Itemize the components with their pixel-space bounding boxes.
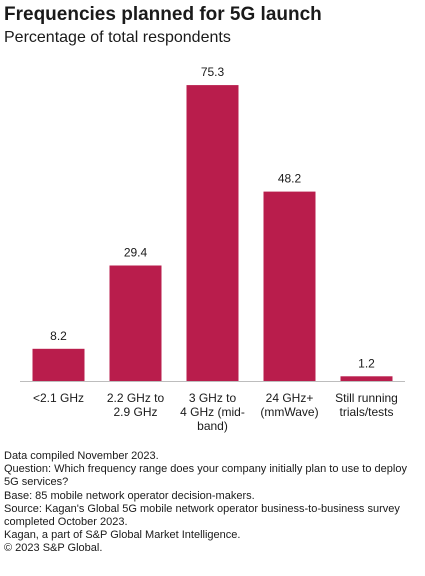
chart-subtitle: Percentage of total respondents xyxy=(4,29,231,46)
footer-compiled: Data compiled November 2023. xyxy=(4,450,159,462)
value-label-0: 8.2 xyxy=(50,329,67,343)
bar-2 xyxy=(186,85,239,381)
bar-1 xyxy=(109,265,162,381)
value-label-1: 29.4 xyxy=(124,246,148,260)
footer-base: Base: 85 mobile network operator decisio… xyxy=(4,489,255,502)
category-label-1: 2.2 GHz to 2.9 GHz xyxy=(107,391,165,419)
footer-question: Question: Which frequency range does you… xyxy=(4,463,407,489)
chart-footer: Data compiled November 2023. Question: W… xyxy=(4,450,422,556)
chart-title: Frequencies planned for 5G launch xyxy=(4,4,322,25)
category-label-3: 24 GHz+ (mmWave) xyxy=(260,391,318,419)
bar-0 xyxy=(32,348,85,381)
footer-source: Source: Kagan's Global 5G mobile network… xyxy=(4,502,400,529)
footer-copyright: © 2023 S&P Global. xyxy=(4,542,103,555)
footer-publisher: Kagan, a part of S&P Global Market Intel… xyxy=(4,529,241,542)
bar-4 xyxy=(340,376,393,381)
bar-chart: 8.2 <2.1 GHz 29.4 2.2 GHz to 2.9 GHz 75.3 3 GH… xyxy=(20,65,405,433)
value-label-3: 48.2 xyxy=(278,172,302,186)
value-label-2: 75.3 xyxy=(201,65,225,79)
category-label-0: <2.1 GHz xyxy=(33,391,84,405)
value-label-4: 1.2 xyxy=(358,356,375,370)
category-label-4: Still running trials/tests xyxy=(335,391,398,419)
category-label-2: 3 GHz to 4 GHz (mid-band) xyxy=(180,391,245,433)
bar-3 xyxy=(263,191,316,381)
